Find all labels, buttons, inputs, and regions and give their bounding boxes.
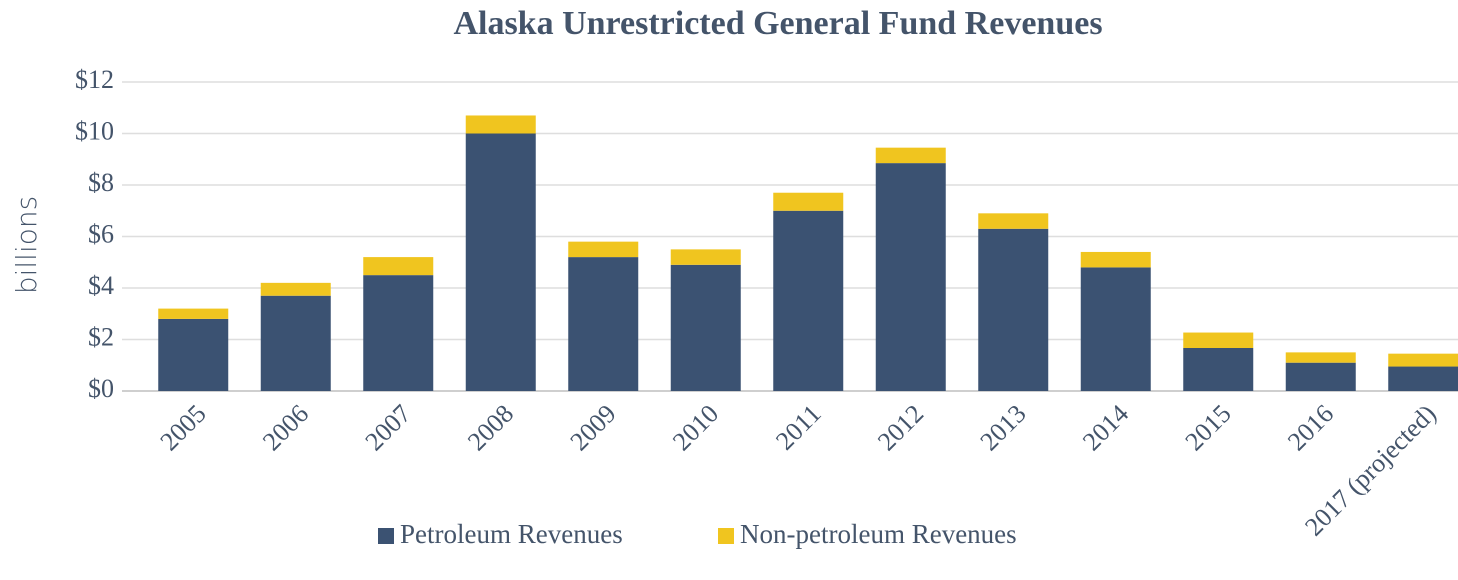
x-tick-label: 2011 bbox=[770, 399, 827, 456]
bar-segment bbox=[978, 228, 1049, 391]
x-tick-label: 2016 bbox=[1282, 399, 1339, 456]
legend-swatch bbox=[718, 528, 734, 544]
x-tick-label: 2006 bbox=[257, 399, 314, 456]
bar-segment bbox=[978, 213, 1049, 229]
legend-swatch bbox=[378, 528, 394, 544]
bar-segment bbox=[1080, 267, 1151, 391]
bar-segment bbox=[1285, 352, 1356, 363]
bar-segment bbox=[260, 282, 331, 296]
bar-segment bbox=[260, 295, 331, 391]
bar-segment bbox=[670, 249, 741, 265]
bar-segment bbox=[363, 257, 434, 276]
x-tick-label: 2009 bbox=[564, 399, 621, 456]
y-tick-label: $4 bbox=[88, 271, 114, 300]
x-tick-label: 2012 bbox=[872, 399, 929, 456]
y-tick-label: $6 bbox=[88, 219, 114, 248]
bar-segment bbox=[773, 192, 844, 211]
bar-segment bbox=[1285, 362, 1356, 391]
bar-segment bbox=[568, 257, 639, 391]
x-tick-label: 2010 bbox=[667, 399, 724, 456]
x-tick-label: 2005 bbox=[154, 399, 211, 456]
x-tick-label: 2013 bbox=[974, 399, 1031, 456]
bar-segment bbox=[1080, 251, 1151, 268]
bar-segment bbox=[465, 133, 536, 391]
bar-segment bbox=[1388, 366, 1458, 391]
bar-segment bbox=[670, 264, 741, 391]
y-tick-label: $12 bbox=[75, 65, 114, 94]
bar-segment bbox=[1183, 347, 1254, 391]
y-tick-label: $10 bbox=[75, 116, 114, 145]
chart-title: Alaska Unrestricted General Fund Revenue… bbox=[453, 5, 1102, 42]
legend-label: Non-petroleum Revenues bbox=[740, 519, 1017, 549]
y-tick-label: $2 bbox=[88, 322, 114, 351]
bar-segment bbox=[875, 147, 946, 164]
legend-label: Petroleum Revenues bbox=[400, 519, 623, 549]
bar-segment bbox=[465, 115, 536, 134]
bar-segment bbox=[875, 163, 946, 391]
y-axis-label: billions bbox=[10, 196, 43, 294]
x-tick-label: 2008 bbox=[462, 399, 519, 456]
x-tick-label: 2015 bbox=[1179, 399, 1236, 456]
y-tick-label: $8 bbox=[88, 168, 114, 197]
bar-segment bbox=[158, 308, 229, 319]
bar-segment bbox=[568, 241, 639, 258]
bar-segment bbox=[773, 210, 844, 391]
y-tick-label: $0 bbox=[88, 374, 114, 403]
x-tick-label: 2007 bbox=[359, 399, 416, 456]
x-tick-label: 2014 bbox=[1077, 399, 1134, 456]
bar-segment bbox=[158, 318, 229, 391]
bar-segment bbox=[1183, 332, 1254, 348]
bar-segment bbox=[363, 275, 434, 391]
bar-segment bbox=[1388, 353, 1458, 367]
